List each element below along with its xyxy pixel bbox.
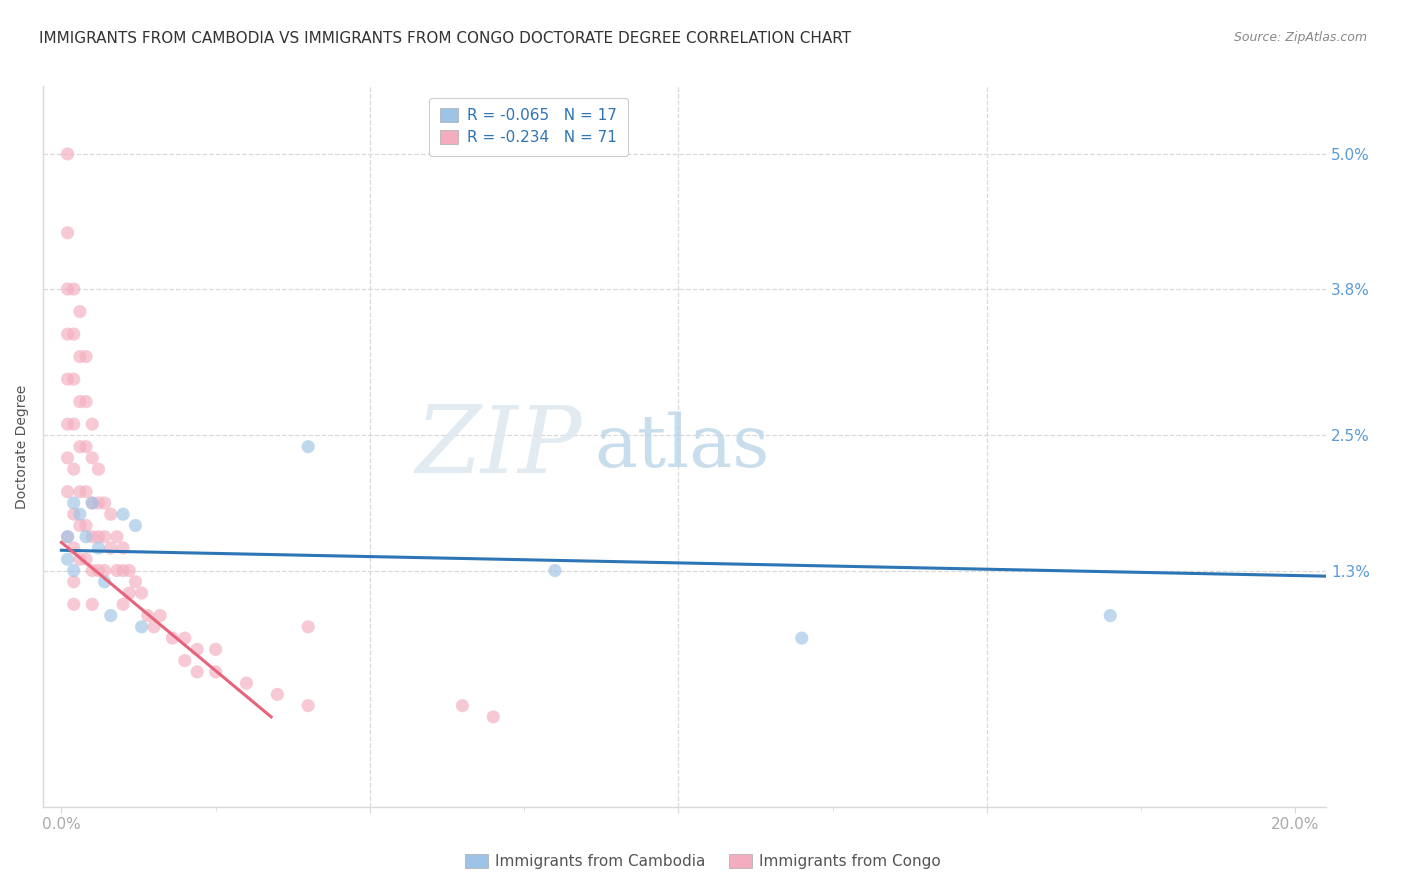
Legend: Immigrants from Cambodia, Immigrants from Congo: Immigrants from Cambodia, Immigrants fro…: [458, 848, 948, 875]
Point: [62, 282, 84, 296]
Text: Source: ZipAtlas.com: Source: ZipAtlas.com: [1233, 31, 1367, 45]
Point: [56, 327, 79, 342]
Point: [266, 687, 288, 701]
Point: [69, 304, 91, 318]
Point: [69, 394, 91, 409]
Point: [93, 530, 115, 544]
Point: [56, 226, 79, 240]
Point: [56, 484, 79, 499]
Point: [118, 586, 141, 600]
Point: [186, 665, 208, 679]
Point: [69, 518, 91, 533]
Point: [69, 350, 91, 364]
Point: [451, 698, 474, 713]
Point: [75, 484, 97, 499]
Point: [204, 665, 226, 679]
Point: [56, 450, 79, 465]
Point: [56, 372, 79, 386]
Point: [87, 496, 110, 510]
Point: [1099, 608, 1122, 623]
Point: [62, 564, 84, 578]
Point: [544, 564, 567, 578]
Point: [173, 654, 195, 668]
Point: [149, 608, 172, 623]
Point: [482, 710, 505, 724]
Point: [82, 496, 104, 510]
Point: [112, 507, 135, 521]
Point: [297, 620, 319, 634]
Point: [105, 530, 128, 544]
Point: [56, 417, 79, 432]
Point: [162, 631, 184, 645]
Point: [62, 462, 84, 476]
Point: [69, 552, 91, 566]
Point: [136, 608, 159, 623]
Point: [75, 394, 97, 409]
Point: [124, 518, 146, 533]
Point: [105, 564, 128, 578]
Point: [790, 631, 813, 645]
Text: IMMIGRANTS FROM CAMBODIA VS IMMIGRANTS FROM CONGO DOCTORATE DEGREE CORRELATION C: IMMIGRANTS FROM CAMBODIA VS IMMIGRANTS F…: [39, 31, 852, 46]
Point: [93, 496, 115, 510]
Point: [297, 698, 319, 713]
Point: [173, 631, 195, 645]
Point: [100, 541, 122, 555]
Point: [69, 507, 91, 521]
Point: [75, 518, 97, 533]
Point: [62, 496, 84, 510]
Point: [297, 440, 319, 454]
Point: [82, 450, 104, 465]
Point: [87, 541, 110, 555]
Point: [75, 530, 97, 544]
Point: [124, 574, 146, 589]
Point: [112, 541, 135, 555]
Point: [75, 552, 97, 566]
Point: [82, 417, 104, 432]
Point: [82, 597, 104, 611]
Point: [100, 507, 122, 521]
Point: [62, 541, 84, 555]
Point: [131, 620, 153, 634]
Point: [87, 564, 110, 578]
Text: atlas: atlas: [595, 411, 770, 482]
Point: [82, 564, 104, 578]
Point: [131, 586, 153, 600]
Point: [56, 282, 79, 296]
Y-axis label: Doctorate Degree: Doctorate Degree: [15, 384, 30, 508]
Point: [62, 597, 84, 611]
Point: [118, 564, 141, 578]
Point: [87, 530, 110, 544]
Point: [100, 608, 122, 623]
Point: [56, 530, 79, 544]
Point: [142, 620, 165, 634]
Point: [93, 564, 115, 578]
Text: ZIP: ZIP: [415, 401, 582, 491]
Point: [82, 530, 104, 544]
Point: [235, 676, 257, 690]
Point: [87, 462, 110, 476]
Point: [62, 574, 84, 589]
Point: [186, 642, 208, 657]
Point: [69, 440, 91, 454]
Point: [62, 507, 84, 521]
Point: [82, 496, 104, 510]
Point: [75, 440, 97, 454]
Point: [56, 530, 79, 544]
Legend: R = -0.065   N = 17, R = -0.234   N = 71: R = -0.065 N = 17, R = -0.234 N = 71: [429, 97, 628, 156]
Point: [112, 597, 135, 611]
Point: [93, 574, 115, 589]
Point: [62, 372, 84, 386]
Point: [62, 327, 84, 342]
Point: [56, 552, 79, 566]
Point: [75, 350, 97, 364]
Point: [62, 417, 84, 432]
Point: [112, 564, 135, 578]
Point: [204, 642, 226, 657]
Point: [56, 147, 79, 161]
Point: [69, 484, 91, 499]
